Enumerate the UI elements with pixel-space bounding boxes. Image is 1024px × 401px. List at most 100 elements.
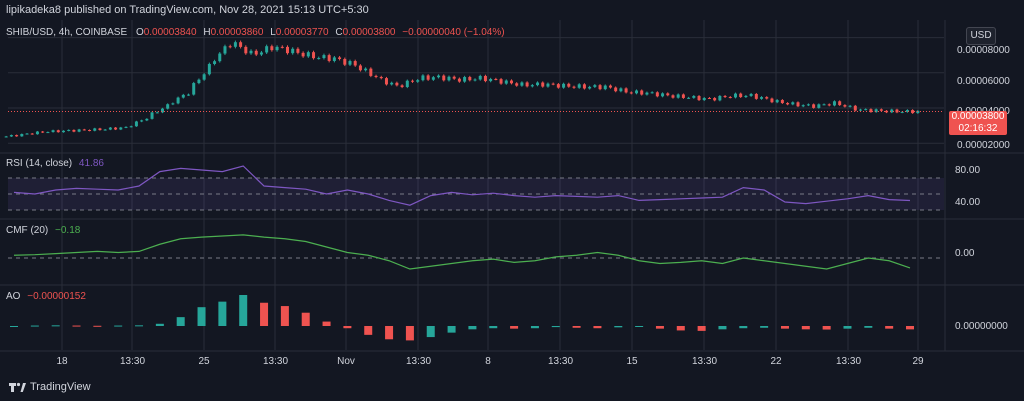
ao-bar — [280, 306, 289, 326]
price-candle — [515, 83, 519, 86]
price-candle — [25, 133, 29, 135]
ao-name[interactable]: AO — [6, 291, 21, 302]
price-candle — [426, 75, 430, 80]
ao-bar — [260, 302, 269, 326]
time-tick-label: 15 — [626, 356, 638, 367]
price-candle — [30, 133, 34, 135]
price-candle — [546, 83, 550, 87]
ao-bar — [155, 323, 164, 326]
price-candle — [306, 52, 310, 57]
currency-button[interactable]: USD — [966, 27, 996, 45]
last-price: 0.00003800 — [951, 111, 1005, 122]
price-candle — [197, 79, 201, 84]
price-tick: 0.00006000 — [957, 76, 1010, 87]
price-candle — [411, 80, 415, 82]
price-candle — [603, 85, 607, 90]
price-candle — [249, 50, 253, 54]
price-candle — [9, 135, 13, 137]
ao-bar — [572, 326, 581, 328]
price-candle — [874, 109, 878, 113]
price-candle — [702, 97, 706, 101]
time-tick-label: 13:30 — [120, 356, 146, 367]
price-candle — [650, 92, 654, 94]
price-candle — [655, 92, 659, 97]
price-candle — [155, 112, 159, 114]
ao-bar — [676, 326, 685, 331]
price-candle — [536, 82, 540, 86]
price-candle — [775, 100, 779, 103]
price-candle — [900, 111, 904, 113]
price-candle — [400, 85, 404, 88]
price-candle — [905, 110, 909, 112]
price-candle — [119, 127, 123, 130]
price-candle — [812, 104, 816, 108]
price-candle — [442, 75, 446, 81]
ao-bar — [760, 326, 769, 328]
ao-bar — [906, 326, 914, 330]
cmf-name[interactable]: CMF (20) — [6, 225, 49, 236]
price-candle — [114, 127, 118, 130]
rsi-name[interactable]: RSI (14, close) — [6, 158, 73, 169]
ao-bar — [468, 326, 477, 330]
price-candle — [859, 109, 863, 111]
tradingview-brand[interactable]: TradingView — [8, 381, 91, 393]
rsi-line — [13, 165, 911, 206]
ao-bar — [322, 321, 331, 326]
price-candle — [129, 126, 133, 128]
ao-bar — [530, 326, 539, 329]
price-candle — [582, 84, 586, 89]
price-candle — [67, 129, 71, 131]
price-candle — [853, 105, 857, 111]
price-candle — [520, 82, 524, 86]
price-candle — [885, 110, 889, 113]
price-candle — [312, 52, 316, 59]
price-candle — [431, 77, 435, 80]
high-label: H — [203, 27, 211, 38]
price-candle — [754, 93, 758, 99]
price-candle — [749, 93, 753, 96]
brand-name: TradingView — [30, 381, 91, 393]
price-candle — [473, 79, 477, 81]
price-candle — [244, 46, 248, 54]
ao-bar — [51, 325, 60, 327]
price-candle — [77, 129, 81, 132]
low-value: 0.00003770 — [275, 27, 329, 38]
price-candle — [723, 95, 727, 98]
rsi-value: 41.86 — [78, 158, 104, 169]
price-tick: 0.00008000 — [957, 45, 1010, 56]
last-price-tag: 0.00003800 02:16:32 — [949, 111, 1007, 135]
price-candle — [353, 61, 357, 66]
price-candle — [739, 93, 743, 98]
ao-bar — [135, 325, 144, 327]
close-value: 0.00003800 — [342, 27, 396, 38]
price-candle — [806, 104, 810, 106]
price-candle — [265, 46, 269, 53]
price-candle — [322, 55, 326, 59]
price-candle — [666, 93, 670, 96]
price-candle — [489, 79, 493, 82]
price-candle — [822, 104, 826, 106]
time-tick-label: 13:30 — [692, 356, 718, 367]
price-candle — [457, 78, 461, 82]
price-candle — [369, 68, 373, 76]
price-candle — [765, 97, 769, 99]
publisher-header: lipikadeka8 published on TradingView.com… — [6, 4, 369, 16]
price-candle — [46, 132, 50, 134]
price-candle — [134, 121, 138, 127]
price-candle — [254, 50, 258, 55]
price-candle — [530, 85, 534, 87]
symbol-label[interactable]: SHIB/USD, 4h, COINBASE — [6, 27, 128, 38]
price-candle — [379, 77, 383, 79]
time-tick-label: 22 — [770, 356, 782, 367]
time-tick-label: 25 — [198, 356, 210, 367]
price-candle — [343, 59, 347, 65]
ao-bar — [30, 325, 39, 327]
time-tick-label: 18 — [56, 356, 68, 367]
ao-bar — [635, 326, 644, 327]
price-candle — [541, 82, 545, 87]
price-candle — [218, 53, 222, 62]
price-candle — [239, 42, 243, 47]
ao-bar — [218, 301, 227, 326]
open-value: 0.00003840 — [143, 27, 197, 38]
